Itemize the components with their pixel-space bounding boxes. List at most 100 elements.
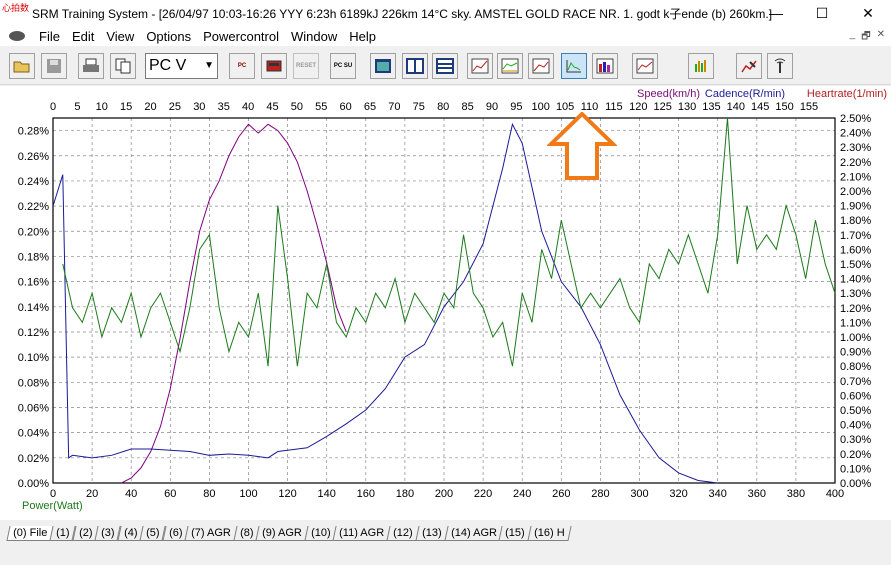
bottom-tick-label: 340 bbox=[709, 488, 727, 500]
document-icon[interactable] bbox=[9, 31, 25, 41]
sheet-tab[interactable]: (13) bbox=[415, 526, 449, 541]
top-tick-label: 5 bbox=[74, 101, 80, 113]
sheet-tab-label: (16) H bbox=[534, 527, 565, 539]
top-tick-label: 85 bbox=[461, 101, 473, 113]
top-tick-label: 115 bbox=[605, 101, 623, 113]
top-tick-label: 140 bbox=[727, 101, 745, 113]
tile-vertical-button[interactable] bbox=[402, 53, 428, 79]
print-button[interactable] bbox=[78, 53, 104, 79]
menu-powercontrol[interactable]: Powercontrol bbox=[203, 28, 279, 44]
bottom-tick-label: 200 bbox=[435, 488, 453, 500]
save-button[interactable] bbox=[41, 53, 67, 79]
tile-horizontal-button[interactable] bbox=[432, 53, 458, 79]
menu-options[interactable]: Options bbox=[146, 28, 192, 44]
graph-compare-button[interactable] bbox=[632, 53, 658, 79]
right-tick-label: 1.90% bbox=[840, 201, 871, 213]
bottom-tick-label: 240 bbox=[513, 488, 531, 500]
top-tick-label: 75 bbox=[413, 101, 425, 113]
sheet-tab[interactable]: (7) AGR bbox=[184, 526, 238, 541]
menu-help[interactable]: Help bbox=[349, 28, 376, 44]
sheet-tab-label: (2) bbox=[78, 527, 93, 539]
top-tick-label: 15 bbox=[120, 101, 132, 113]
left-tick-label: 0.14% bbox=[18, 302, 49, 314]
window-view-button[interactable] bbox=[370, 53, 396, 79]
reset-button[interactable]: RESET bbox=[293, 53, 319, 79]
menu-bar: File Edit View Options Powercontrol Wind… bbox=[0, 26, 891, 46]
top-tick-label: 100 bbox=[532, 101, 550, 113]
bottom-tick-label: 140 bbox=[318, 488, 336, 500]
sheet-tab[interactable]: (9) AGR bbox=[255, 526, 309, 541]
top-tick-label: 130 bbox=[678, 101, 696, 113]
window-icon bbox=[375, 59, 391, 73]
bottom-tick-label: 220 bbox=[474, 488, 492, 500]
transfer-button[interactable] bbox=[767, 53, 793, 79]
pc-version-select[interactable]: PC V ▼ bbox=[145, 53, 218, 79]
mdi-close-button[interactable]: ✕ bbox=[876, 29, 885, 40]
right-tick-label: 1.30% bbox=[840, 288, 871, 300]
top-tick-label: 25 bbox=[169, 101, 181, 113]
top-tick-label: 150 bbox=[775, 101, 793, 113]
menu-window[interactable]: Window bbox=[291, 28, 338, 44]
sheet-tab-label: (10) bbox=[310, 527, 331, 539]
sheet-tab-label: (15) bbox=[505, 527, 526, 539]
top-tick-label: 10 bbox=[96, 101, 108, 113]
maximize-button[interactable]: ☐ bbox=[815, 4, 829, 21]
sheet-tab-label: (11) AGR bbox=[339, 527, 385, 539]
top-tick-label: 65 bbox=[364, 101, 376, 113]
left-tick-label: 0.00% bbox=[18, 478, 49, 490]
top-tick-label: 95 bbox=[510, 101, 522, 113]
sheet-tab[interactable]: (0) File bbox=[6, 526, 54, 541]
legend-cadence: Cadence(R/min) bbox=[704, 88, 785, 100]
graph-zones-button[interactable] bbox=[528, 53, 554, 79]
title-bar: 心拍数 SRM Training System - [26/04/97 10:0… bbox=[0, 0, 891, 26]
close-button[interactable]: ✕ bbox=[862, 4, 874, 21]
copy-icon bbox=[115, 58, 131, 74]
top-tick-label: 105 bbox=[556, 101, 574, 113]
top-tick-label: 90 bbox=[486, 101, 498, 113]
menu-view[interactable]: View bbox=[106, 28, 135, 44]
top-tick-label: 55 bbox=[315, 101, 327, 113]
right-tick-label: 1.00% bbox=[840, 332, 871, 344]
bottom-tick-label: 400 bbox=[826, 488, 844, 500]
left-tick-label: 0.18% bbox=[18, 251, 49, 263]
open-button[interactable] bbox=[9, 53, 35, 79]
bar-chart-icon bbox=[695, 60, 706, 72]
bottom-tick-label: 180 bbox=[396, 488, 414, 500]
device-icon bbox=[266, 60, 282, 72]
powercontrol-button[interactable] bbox=[261, 53, 287, 79]
read-pc-label: PC bbox=[237, 63, 247, 69]
sheet-tab-label: (7) AGR bbox=[191, 527, 231, 539]
graph-time-button[interactable] bbox=[467, 53, 493, 79]
graph-histogram-button[interactable] bbox=[592, 53, 618, 79]
sheet-tab-label: (12) bbox=[393, 527, 414, 539]
read-pc-button[interactable]: PC bbox=[229, 53, 255, 79]
copy-button[interactable] bbox=[110, 53, 136, 79]
top-tick-label: 80 bbox=[437, 101, 449, 113]
series-line-heartrate bbox=[62, 117, 836, 367]
top-tick-label: 40 bbox=[242, 101, 254, 113]
sheet-tab-label: (14) AGR bbox=[450, 527, 497, 539]
top-tick-label: 0 bbox=[50, 101, 56, 113]
sheet-tab[interactable]: (16) H bbox=[527, 526, 572, 541]
sheet-tab-label: (5) bbox=[146, 527, 160, 539]
sheet-tab[interactable]: (14) AGR bbox=[443, 526, 504, 541]
bottom-tick-label: 60 bbox=[164, 488, 176, 500]
legend-speed: Speed(km/h) bbox=[637, 88, 700, 100]
sheet-tab[interactable]: (11) AGR bbox=[332, 526, 392, 541]
minimize-button[interactable]: — bbox=[769, 5, 783, 21]
bottom-tick-label: 0 bbox=[50, 488, 56, 500]
app-icon: 心拍数 bbox=[2, 3, 30, 13]
analysis-button[interactable] bbox=[736, 53, 762, 79]
top-tick-label: 125 bbox=[653, 101, 671, 113]
statistics-button[interactable] bbox=[688, 53, 714, 79]
pc-su-button[interactable]: PC SU bbox=[330, 53, 356, 79]
menu-edit[interactable]: Edit bbox=[71, 28, 95, 44]
mdi-minimize-button[interactable]: _ bbox=[849, 29, 856, 40]
left-tick-label: 0.04% bbox=[18, 428, 49, 440]
graph-distribution-button[interactable] bbox=[561, 53, 587, 79]
graph-distance-button[interactable] bbox=[497, 53, 523, 79]
top-tick-label: 135 bbox=[702, 101, 720, 113]
plot-frame bbox=[52, 117, 836, 484]
menu-file[interactable]: File bbox=[39, 28, 60, 44]
mdi-restore-button[interactable]: 🗗 bbox=[861, 31, 871, 42]
